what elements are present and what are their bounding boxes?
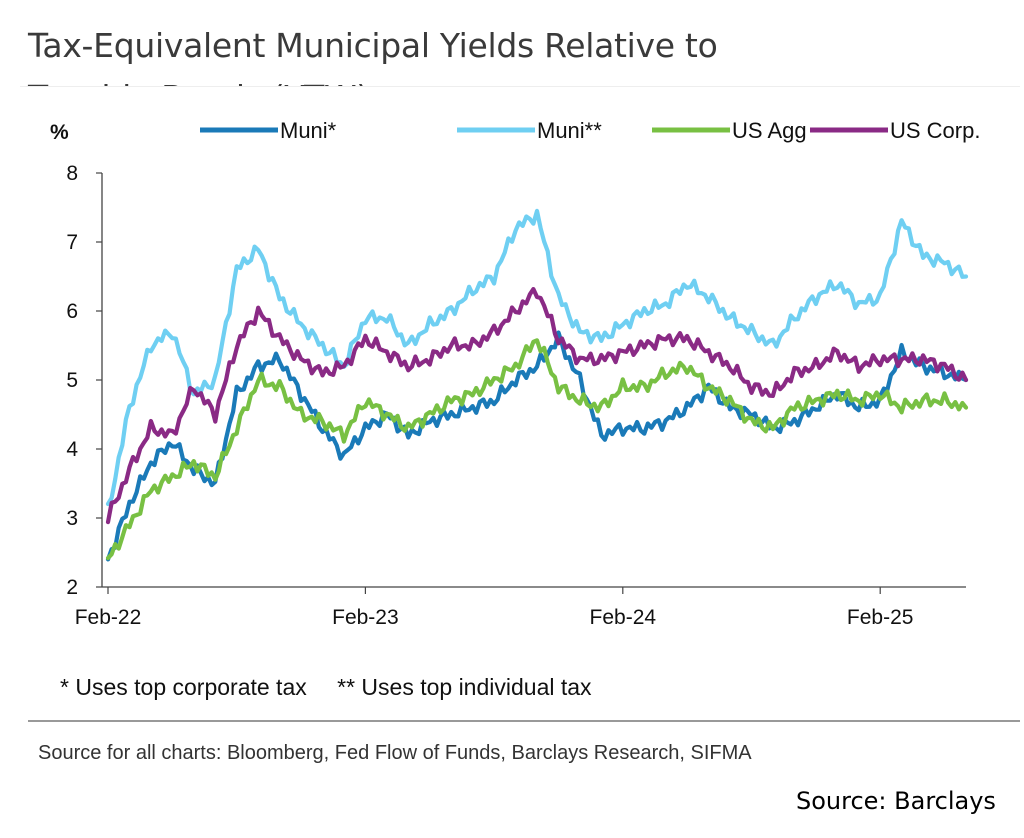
legend-label: US Agg: [732, 118, 807, 143]
y-tick-label: 3: [66, 507, 78, 530]
source-line: Source for all charts: Bloomberg, Fed Fl…: [38, 742, 752, 764]
legend-label: Muni*: [280, 118, 337, 143]
footnote-corporate-tax: * Uses top corporate tax: [60, 674, 307, 700]
series-line-muni: [105, 208, 969, 507]
y-tick-label: 5: [66, 369, 78, 392]
legend-label: Muni**: [537, 118, 602, 143]
series-line-uscorp: [105, 287, 969, 525]
series-line-muni: [105, 330, 969, 562]
y-tick-label: 4: [66, 438, 78, 461]
footnotes: * Uses top corporate tax ** Uses top ind…: [60, 674, 616, 701]
x-tick-label: Feb-24: [590, 606, 657, 629]
source-credit: Source: Barclays: [796, 787, 996, 815]
divider: [28, 720, 1020, 722]
x-tick-label: Feb-22: [75, 606, 142, 629]
y-tick-label: 8: [66, 162, 78, 185]
y-tick-label: 2: [66, 576, 78, 599]
series-line-usagg: [105, 338, 969, 561]
y-tick-label: 6: [66, 300, 78, 323]
x-tick-label: Feb-23: [332, 606, 399, 629]
legend-label: US Corp.: [890, 118, 980, 143]
line-chart: 2 3 4 5 6 7 8% Feb-22 Feb-23 Feb-24 Feb-25 Muni* Mun…: [50, 118, 980, 629]
y-tick-label: 7: [66, 231, 78, 254]
footnote-individual-tax: ** Uses top individual tax: [337, 674, 592, 700]
y-axis-label: %: [50, 121, 69, 144]
chart-panel: 2 3 4 5 6 7 8% Feb-22 Feb-23 Feb-24 Feb-25 Muni* Mun…: [20, 86, 1020, 779]
x-tick-label: Feb-25: [847, 606, 914, 629]
